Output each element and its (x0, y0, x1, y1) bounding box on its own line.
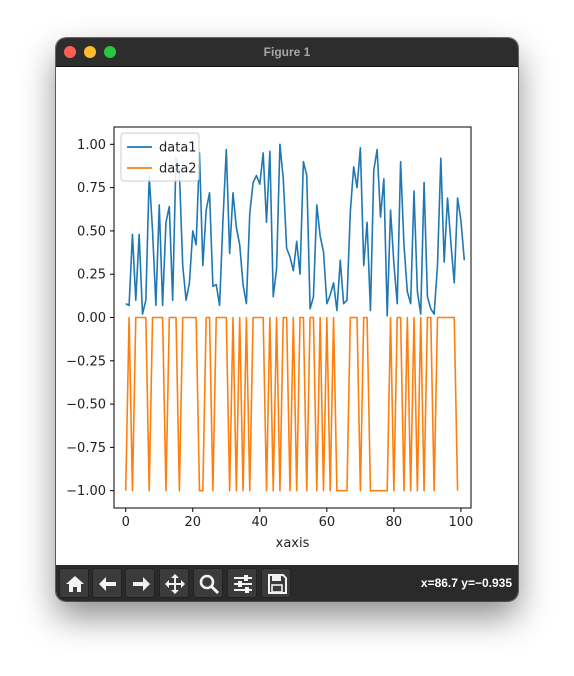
home-icon (66, 576, 84, 592)
pan-button[interactable] (159, 568, 189, 598)
title-bar: Figure 1 (56, 38, 518, 67)
legend-label-data1: data1 (159, 141, 197, 156)
y-tick-label: −0.25 (66, 354, 106, 369)
y-tick-label: 1.00 (77, 138, 106, 153)
y-tick-label: 0.75 (77, 181, 106, 196)
x-tick-label: 40 (252, 515, 269, 530)
forward-button[interactable] (125, 568, 155, 598)
save-button[interactable] (261, 568, 291, 598)
x-tick-label: 100 (449, 515, 474, 530)
x-tick-label: 0 (122, 515, 130, 530)
x-tick-label: 20 (185, 515, 202, 530)
arrow-left-icon (99, 577, 116, 591)
series-line-data1 (125, 143, 466, 317)
arrow-right-icon (133, 577, 150, 591)
legend-label-data2: data2 (159, 162, 197, 177)
legend-box (120, 132, 200, 182)
y-tick-label: 0.50 (77, 224, 106, 239)
home-button[interactable] (59, 568, 89, 598)
back-button[interactable] (92, 568, 122, 598)
y-tick-label: 0.00 (77, 311, 106, 326)
maximize-window-button[interactable] (104, 46, 116, 58)
figure-window: Figure 1 0 20 40 60 80 100 1.00 0.75 0.50 0.25 0.0… (56, 38, 518, 601)
series-line-data2 (124, 316, 459, 492)
figure-canvas[interactable]: 0 20 40 60 80 100 1.00 0.75 0.50 0.25 0.00 −0.25 −0.… (56, 67, 518, 565)
cursor-coordinates: x=86.7 y=−0.935 (420, 576, 512, 590)
minimize-window-button[interactable] (84, 46, 96, 58)
window-title: Figure 1 (263, 45, 311, 59)
x-tick-label: 80 (386, 515, 403, 530)
magnifier-icon (199, 574, 220, 595)
close-window-button[interactable] (64, 46, 76, 58)
line-chart: 0 20 40 60 80 100 1.00 0.75 0.50 0.25 0.00 −0.25 −0.… (66, 126, 474, 551)
zoom-button[interactable] (193, 568, 223, 598)
move-icon (165, 574, 185, 594)
sliders-icon (234, 575, 252, 593)
y-tick-label: −1.00 (66, 484, 106, 499)
navigation-toolbar: x=86.7 y=−0.935 (56, 565, 518, 601)
x-tick-label: 60 (319, 515, 336, 530)
floppy-disk-icon (268, 574, 287, 594)
x-axis-label: xaxis (276, 536, 310, 551)
y-tick-label: −0.50 (66, 398, 106, 413)
y-tick-label: −0.75 (66, 441, 106, 456)
configure-subplots-button[interactable] (227, 568, 257, 598)
y-tick-label: 0.25 (77, 268, 106, 283)
